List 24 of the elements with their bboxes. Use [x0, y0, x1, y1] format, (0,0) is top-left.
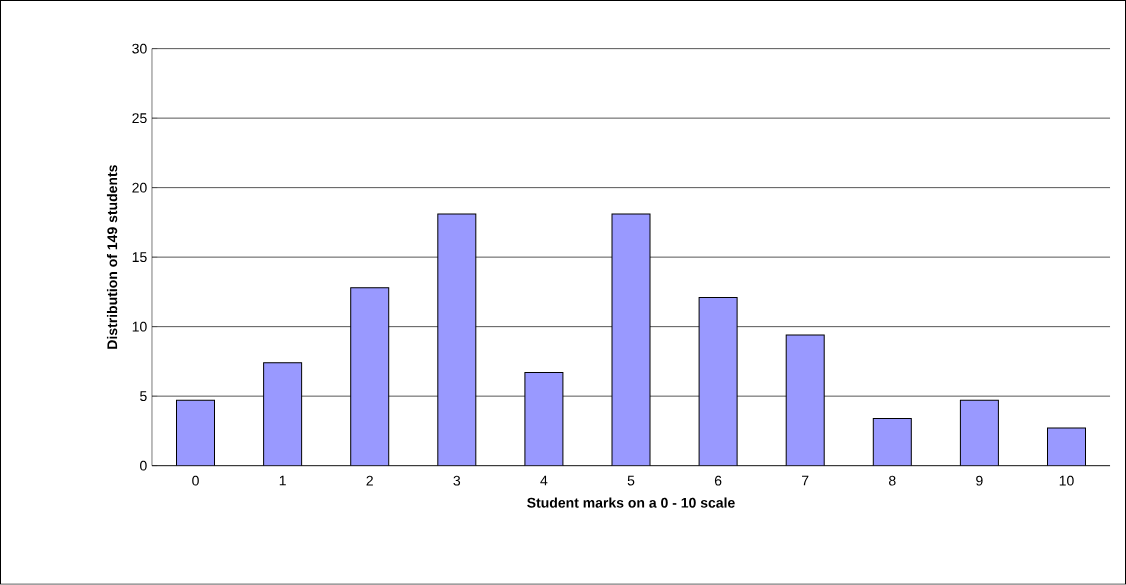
- y-tick-label: 30: [132, 43, 147, 54]
- bar: [1046, 427, 1086, 466]
- x-tick-label: 7: [802, 475, 809, 486]
- x-tick-label: 3: [453, 475, 461, 486]
- y-tick-label: 5: [140, 391, 147, 402]
- y-tick-label: 25: [132, 113, 147, 124]
- y-tick-label: 10: [132, 321, 147, 332]
- x-tick-label: 4: [540, 475, 548, 486]
- x-tick-label: 1: [279, 475, 286, 486]
- x-tick-label: 8: [889, 475, 896, 486]
- y-tick-label: 15: [132, 252, 147, 263]
- y-tick-label: 20: [132, 182, 147, 193]
- bar: [872, 418, 912, 466]
- bar: [959, 400, 999, 466]
- x-tick-label: 5: [627, 475, 635, 486]
- y-tick-label: 0: [140, 460, 147, 471]
- x-tick-label: 9: [976, 475, 983, 486]
- y-axis-title: Distribution of 149 students: [106, 165, 118, 349]
- x-tick-label: 0: [192, 475, 199, 486]
- x-tick-label: 10: [1059, 475, 1074, 486]
- x-axis-title: Student marks on a 0 - 10 scale: [527, 497, 735, 508]
- bar: [176, 400, 216, 466]
- x-tick-label: 6: [714, 475, 722, 486]
- x-tick-label: 2: [366, 475, 373, 486]
